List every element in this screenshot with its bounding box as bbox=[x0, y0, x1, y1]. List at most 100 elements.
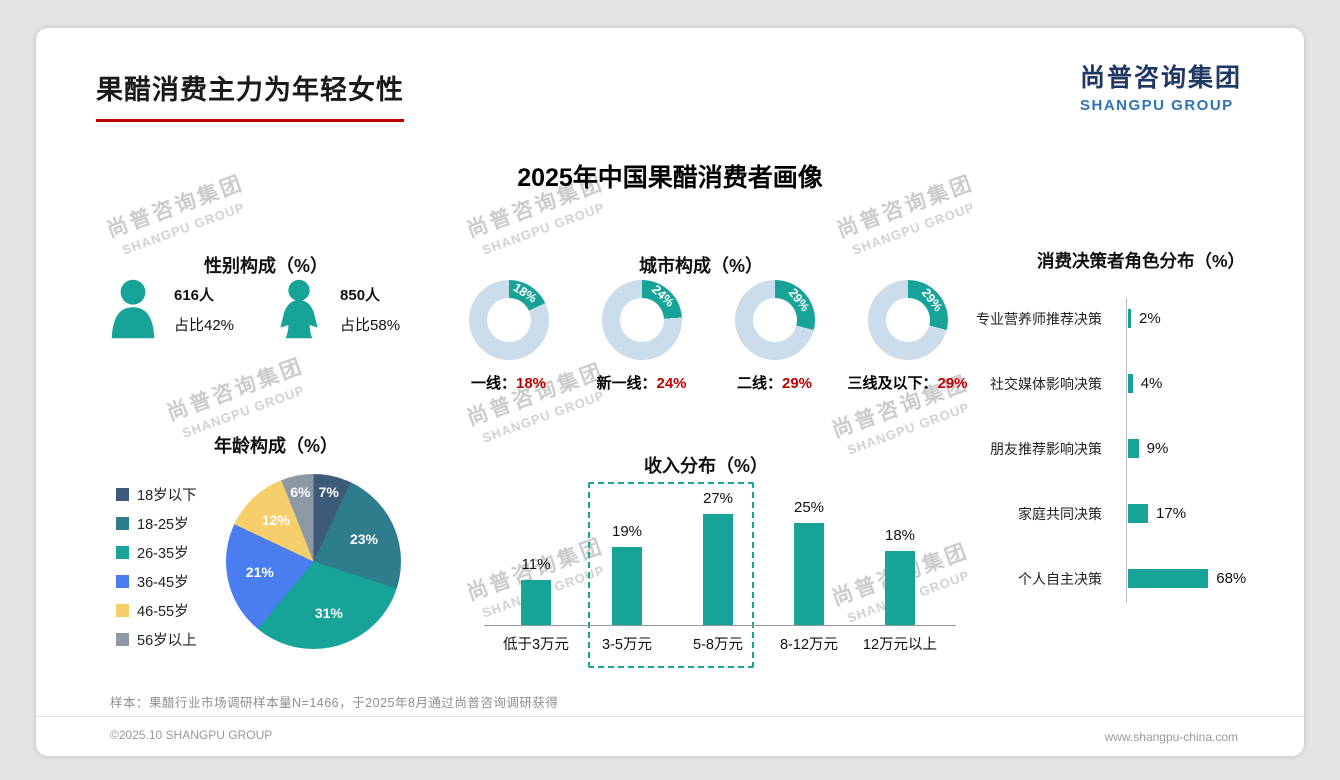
donut-caption: 新一线：24% bbox=[596, 372, 686, 393]
income-bar bbox=[885, 551, 915, 625]
age-legend-item: 18岁以下 bbox=[116, 480, 197, 509]
income-bar-category: 3-5万元 bbox=[602, 637, 652, 653]
footer-divider bbox=[36, 716, 1304, 717]
legend-swatch bbox=[116, 604, 129, 617]
city-donut-2: 29% 二线：29% bbox=[708, 280, 841, 393]
decision-bar-value: 2% bbox=[1139, 310, 1161, 327]
donut-caption: 二线：29% bbox=[737, 372, 812, 393]
age-legend-item: 46-55岁 bbox=[116, 596, 197, 625]
logo-cn-text: 尚普咨询集团 bbox=[1079, 64, 1242, 92]
decision-bar-value: 9% bbox=[1146, 440, 1169, 457]
decision-row: 专业营养师推荐决策 2% bbox=[864, 286, 1296, 351]
donut-caption: 三线及以下：29% bbox=[847, 372, 967, 393]
city-donut-0: 18% 一线：18% bbox=[442, 280, 575, 393]
age-pie: 7% 23% 31% 21% 12% 6% bbox=[226, 474, 401, 649]
decision-bar bbox=[1128, 374, 1133, 393]
legend-swatch bbox=[116, 575, 129, 588]
decision-bar-area: 9% bbox=[1128, 439, 1168, 458]
city-donut-ring: 18% bbox=[468, 280, 549, 360]
age-section-title: 年龄构成（%） bbox=[213, 436, 338, 456]
city-donut-row: 18% 一线：18% 24% 新一线：24% 29% 二线：29% 29% 三线及以下：29% bbox=[442, 280, 974, 393]
decision-bar bbox=[1128, 309, 1131, 328]
decision-bar bbox=[1128, 504, 1149, 523]
city-donut-3: 29% 三线及以下：29% bbox=[841, 280, 974, 393]
income-bar bbox=[521, 579, 551, 625]
male-icon bbox=[111, 279, 155, 339]
female-icon bbox=[280, 279, 318, 339]
footer-copyright: ©2025.10 SHANGPU GROUP bbox=[110, 728, 273, 742]
donut-caption-label: 新一线： bbox=[596, 375, 657, 392]
legend-label: 46-55岁 bbox=[137, 604, 189, 620]
income-bar-value: 27% bbox=[702, 490, 734, 508]
legend-label: 18-25岁 bbox=[137, 517, 189, 533]
slide-card: 尚普咨询集团 SHANGPU GROUP 尚普咨询集团 SHANGPU GROUP … bbox=[36, 28, 1304, 756]
city-donut-ring: 24% bbox=[601, 280, 682, 360]
decision-chart: 专业营养师推荐决策 2% 社交媒体影响决策 4% 朋友推荐影响决策 9% 家庭共同决策 17%… bbox=[864, 286, 1296, 616]
income-highlight-box bbox=[588, 482, 754, 668]
city-section-title: 城市构成（%） bbox=[638, 256, 763, 276]
donut-hole bbox=[619, 298, 664, 342]
donut-caption-label: 三线及以下： bbox=[847, 375, 938, 392]
age-legend: 18岁以下 18-25岁 26-35岁 36-45岁 46-55岁 56岁以上 bbox=[116, 480, 197, 654]
female-count: 850人 bbox=[340, 286, 381, 304]
decision-y-axis bbox=[1126, 298, 1127, 602]
page-title: 果醋消费主力为年轻女性 bbox=[96, 68, 404, 122]
gender-section-title: 性别构成（%） bbox=[203, 256, 328, 276]
male-stats: 616人 占比42% bbox=[174, 284, 234, 335]
legend-swatch bbox=[116, 546, 129, 559]
decision-bar-value: 4% bbox=[1140, 375, 1163, 392]
watermark-en: SHANGPU GROUP bbox=[480, 199, 607, 258]
age-legend-item: 56岁以上 bbox=[116, 625, 197, 654]
female-share: 占比58% bbox=[340, 316, 401, 334]
decision-bar bbox=[1128, 439, 1139, 458]
decision-row: 社交媒体影响决策 4% bbox=[864, 351, 1296, 416]
decision-row: 个人自主决策 68% bbox=[864, 546, 1296, 611]
pie-slice-label: 23% bbox=[349, 530, 378, 547]
decision-bar bbox=[1128, 569, 1209, 588]
decision-bar-value: 68% bbox=[1216, 570, 1247, 587]
donut-caption-value: 29% bbox=[781, 375, 813, 392]
age-legend-item: 26-35岁 bbox=[116, 538, 197, 567]
decision-row-label: 个人自主决策 bbox=[1018, 570, 1102, 587]
decision-bar-area: 68% bbox=[1128, 569, 1246, 588]
donut-caption-label: 二线： bbox=[736, 375, 782, 392]
watermark-en: SHANGPU GROUP bbox=[850, 199, 977, 258]
city-donut-ring: 29% bbox=[734, 280, 815, 360]
logo: 尚普咨询集团 SHANGPU GROUP bbox=[1080, 58, 1242, 114]
income-bar bbox=[703, 514, 733, 625]
female-stats: 850人 占比58% bbox=[340, 284, 400, 335]
legend-swatch bbox=[116, 488, 129, 501]
legend-label: 36-45岁 bbox=[137, 575, 189, 591]
gender-chart: 616人 占比42% 850人 占比58% bbox=[104, 278, 400, 340]
income-bar-category: 12万元以上 bbox=[862, 637, 938, 653]
income-bar-value: 18% bbox=[884, 527, 916, 545]
decision-row-label: 社交媒体影响决策 bbox=[990, 375, 1102, 392]
income-bar bbox=[612, 547, 642, 625]
footer-website: www.shangpu-china.com bbox=[1104, 730, 1238, 744]
chart-main-title: 2025年中国果醋消费者画像 bbox=[517, 164, 823, 192]
male-share: 占比42% bbox=[174, 316, 235, 334]
decision-bar-area: 17% bbox=[1128, 504, 1186, 523]
donut-caption-value: 18% bbox=[515, 375, 547, 392]
decision-row-label: 家庭共同决策 bbox=[1018, 505, 1102, 522]
watermark-en: SHANGPU GROUP bbox=[480, 387, 607, 446]
watermark-en: SHANGPU GROUP bbox=[120, 199, 247, 258]
income-section-title: 收入分布（%） bbox=[643, 456, 768, 476]
pie-slice-label: 12% bbox=[261, 512, 290, 529]
donut-hole bbox=[752, 298, 797, 342]
decision-bar-area: 4% bbox=[1128, 374, 1162, 393]
city-donut-ring: 29% bbox=[867, 280, 948, 360]
income-bar-value: 25% bbox=[793, 498, 825, 516]
donut-caption-value: 29% bbox=[937, 375, 968, 392]
pie-slice-label: 21% bbox=[245, 564, 274, 581]
donut-hole bbox=[486, 298, 531, 342]
logo-en-text: SHANGPU GROUP bbox=[1079, 97, 1234, 114]
pie-slice-label: 31% bbox=[314, 605, 343, 622]
decision-row-label: 专业营养师推荐决策 bbox=[976, 310, 1102, 327]
age-legend-item: 18-25岁 bbox=[116, 509, 197, 538]
decision-row-label: 朋友推荐影响决策 bbox=[990, 440, 1102, 457]
legend-swatch bbox=[116, 517, 129, 530]
income-bar-category: 5-8万元 bbox=[693, 637, 743, 653]
decision-section-title: 消费决策者角色分布（%） bbox=[1036, 251, 1246, 271]
pie-slice-label: 7% bbox=[318, 484, 339, 501]
